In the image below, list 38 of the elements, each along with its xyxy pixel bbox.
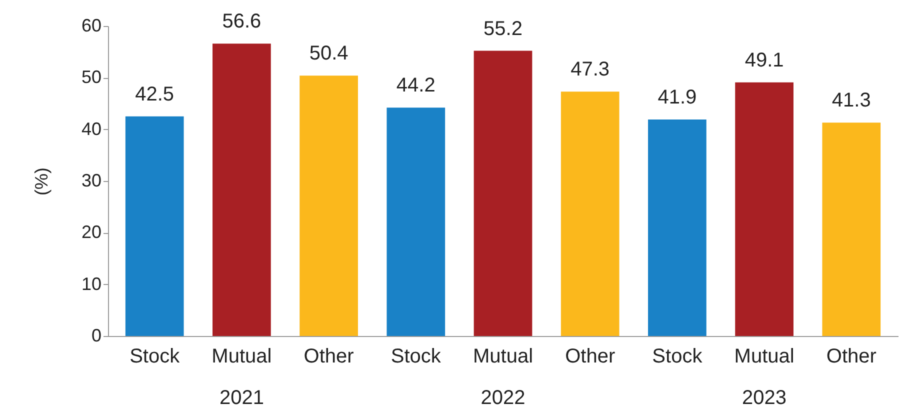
bar xyxy=(648,120,706,336)
bar xyxy=(560,92,620,336)
bar xyxy=(822,122,881,336)
bar xyxy=(386,108,446,336)
y-tick-label: 10 xyxy=(81,274,102,294)
data-label: 55.2 xyxy=(484,18,522,40)
x-tick-label: Other xyxy=(826,346,877,368)
text: 2021 xyxy=(219,387,264,409)
data-label: 56.6 xyxy=(222,10,262,33)
y-axis-title: (%) xyxy=(31,168,52,196)
y-tick-label: 0 xyxy=(91,326,102,346)
data-label: 42.5 xyxy=(135,83,174,106)
x-tick-label: Stock xyxy=(652,346,704,368)
data-label: 44.2 xyxy=(396,74,436,97)
y-tick-label: 40 xyxy=(81,118,102,139)
x-tick-label: Stock xyxy=(130,346,181,368)
text: 2022 xyxy=(480,387,526,409)
bar xyxy=(300,76,358,336)
bar xyxy=(125,116,184,336)
text: 2023 xyxy=(742,387,787,409)
bar xyxy=(212,44,271,336)
x-tick-label: Mutual xyxy=(734,346,794,368)
bar xyxy=(735,82,794,336)
x-tick-label: Other xyxy=(304,346,354,368)
y-tick-label: 50 xyxy=(81,67,102,88)
x-tick-label: Stock xyxy=(390,346,442,368)
x-tick-label: Mutual xyxy=(212,346,272,368)
data-label: 49.1 xyxy=(744,49,784,72)
x-tick-label: Other xyxy=(565,346,616,368)
data-label: 41.9 xyxy=(658,86,697,109)
data-label: 41.3 xyxy=(832,90,871,112)
y-tick-label: 30 xyxy=(81,170,102,190)
x-tick-label: Mutual xyxy=(472,346,534,368)
bar xyxy=(474,50,532,336)
data-label: 47.3 xyxy=(570,58,610,81)
data-label: 50.4 xyxy=(309,42,348,65)
y-tick-label: 20 xyxy=(81,222,102,242)
y-tick-label: 60 xyxy=(81,16,102,36)
